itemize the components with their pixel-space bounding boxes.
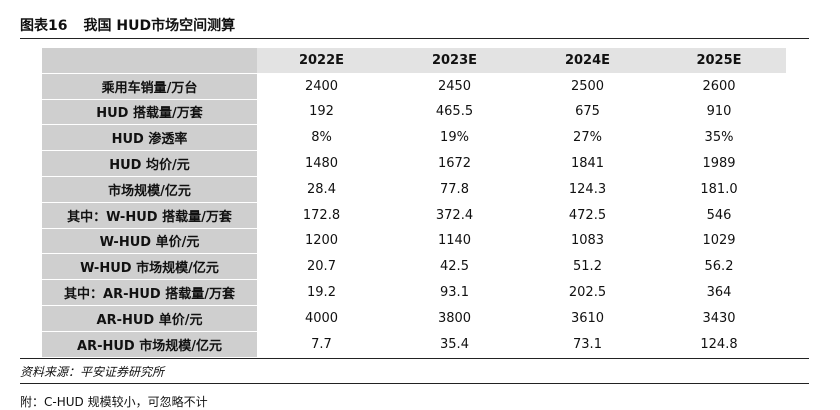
table-cell: 910 [652, 99, 786, 126]
table-row: AR-HUD 单价/元 4000 3800 3610 3430 [42, 305, 786, 332]
table-row: 乘用车销量/万台 2400 2450 2500 2600 [42, 73, 786, 100]
row-label: 市场规模/亿元 [42, 176, 257, 203]
table-row: W-HUD 单价/元 1200 1140 1083 1029 [42, 228, 786, 255]
table-cell: 1841 [523, 150, 652, 177]
table-row: HUD 渗透率 8% 19% 27% 35% [42, 124, 786, 152]
row-label: AR-HUD 市场规模/亿元 [42, 331, 257, 358]
table-cell: 35% [652, 124, 786, 152]
table-row: AR-HUD 市场规模/亿元 7.7 35.4 73.1 124.8 [42, 331, 786, 358]
footnote: 附：C-HUD 规模较小，可忽略不计 [20, 395, 208, 409]
table-cell: 8% [257, 124, 386, 152]
table-cell: 51.2 [523, 253, 652, 281]
table-cell: 2450 [386, 73, 523, 100]
table-cell: 19.2 [257, 279, 386, 306]
table-cell: 124.3 [523, 176, 652, 203]
table-cell: 465.5 [386, 99, 523, 126]
table-row: HUD 均价/元 1480 1672 1841 1989 [42, 150, 786, 177]
table-cell: 1029 [652, 228, 786, 255]
column-header: 2023E [386, 48, 523, 74]
table-cell: 1083 [523, 228, 652, 255]
figure-number: 图表16 [20, 18, 68, 34]
row-label: 其中：AR-HUD 搭载量/万套 [42, 279, 257, 306]
table-row: HUD 搭载量/万套 192 465.5 675 910 [42, 99, 786, 126]
table-cell: 20.7 [257, 253, 386, 281]
source-line: 资料来源：平安证券研究所 [20, 358, 809, 384]
figure-title-bar: 图表16 我国 HUD市场空间测算 [20, 12, 809, 39]
table-cell: 2500 [523, 73, 652, 100]
table-cell: 202.5 [523, 279, 652, 306]
table-cell: 2600 [652, 73, 786, 100]
table-row: 其中：W-HUD 搭载量/万套 172.8 372.4 472.5 546 [42, 202, 786, 229]
table-cell: 364 [652, 279, 786, 306]
table-cell: 124.8 [652, 331, 786, 358]
corner-cell [42, 48, 257, 74]
column-header: 2024E [523, 48, 652, 74]
row-label: AR-HUD 单价/元 [42, 305, 257, 332]
table-row: W-HUD 市场规模/亿元 20.7 42.5 51.2 56.2 [42, 253, 786, 281]
table-row: 其中：AR-HUD 搭载量/万套 19.2 93.1 202.5 364 [42, 279, 786, 306]
table-cell: 7.7 [257, 331, 386, 358]
table-cell: 93.1 [386, 279, 523, 306]
table-cell: 181.0 [652, 176, 786, 203]
row-label: HUD 渗透率 [42, 124, 257, 152]
header-row: 2022E 2023E 2024E 2025E [42, 48, 786, 74]
table-cell: 2400 [257, 73, 386, 100]
table-cell: 27% [523, 124, 652, 152]
table-cell: 73.1 [523, 331, 652, 358]
table-cell: 3610 [523, 305, 652, 332]
table-cell: 3430 [652, 305, 786, 332]
table-body: 乘用车销量/万台 2400 2450 2500 2600 HUD 搭载量/万套 192 465… [42, 73, 786, 358]
row-label: W-HUD 市场规模/亿元 [42, 253, 257, 281]
table-cell: 1200 [257, 228, 386, 255]
table-cell: 4000 [257, 305, 386, 332]
row-label: W-HUD 单价/元 [42, 228, 257, 255]
table-cell: 675 [523, 99, 652, 126]
row-label: HUD 均价/元 [42, 150, 257, 177]
table-cell: 472.5 [523, 202, 652, 229]
table-row: 市场规模/亿元 28.4 77.8 124.3 181.0 [42, 176, 786, 203]
table-cell: 1140 [386, 228, 523, 255]
hud-market-table: 2022E 2023E 2024E 2025E 乘用车销量/万台 2400 2450… [42, 48, 786, 358]
table-cell: 546 [652, 202, 786, 229]
table-cell: 1989 [652, 150, 786, 177]
row-label: HUD 搭载量/万套 [42, 99, 257, 126]
table-cell: 35.4 [386, 331, 523, 358]
column-header: 2025E [652, 48, 786, 74]
table-cell: 1480 [257, 150, 386, 177]
table-cell: 42.5 [386, 253, 523, 281]
table-cell: 172.8 [257, 202, 386, 229]
row-label: 乘用车销量/万台 [42, 73, 257, 100]
table-cell: 19% [386, 124, 523, 152]
table-cell: 77.8 [386, 176, 523, 203]
column-header: 2022E [257, 48, 386, 74]
table-cell: 1672 [386, 150, 523, 177]
figure-title: 我国 HUD市场空间测算 [83, 18, 236, 34]
table-cell: 28.4 [257, 176, 386, 203]
table-cell: 372.4 [386, 202, 523, 229]
table-cell: 56.2 [652, 253, 786, 281]
table-cell: 3800 [386, 305, 523, 332]
row-label: 其中：W-HUD 搭载量/万套 [42, 202, 257, 229]
table-cell: 192 [257, 99, 386, 126]
